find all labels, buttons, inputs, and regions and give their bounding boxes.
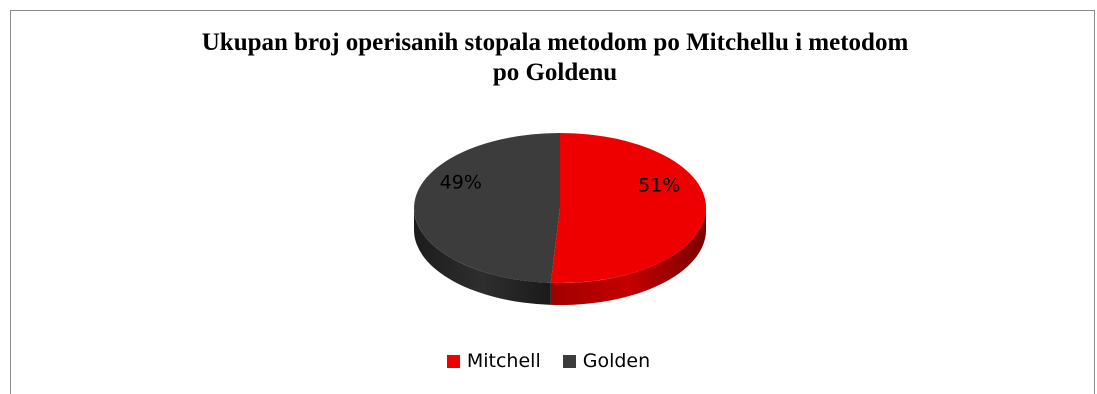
pie-labels: 51% 49% [440, 171, 681, 196]
legend-swatch-mitchell [446, 354, 460, 368]
pie-slice-golden [414, 133, 560, 283]
data-label-golden: 49% [440, 171, 482, 193]
legend: Mitchell Golden [0, 350, 1097, 372]
legend-swatch-golden [562, 354, 576, 368]
chart-title: Ukupan broj operisanih stopala metodom p… [60, 28, 1050, 88]
pie-sides [414, 208, 706, 305]
pie-side-mitchell [550, 208, 706, 305]
chart-title-line-1: Ukupan broj operisanih stopala metodom p… [201, 29, 909, 56]
legend-item-golden: Golden [562, 350, 651, 372]
pie-side-golden [414, 208, 551, 305]
chart-title-line-2: po Goldenu [492, 59, 618, 86]
pie-tops [414, 133, 707, 283]
legend-label-mitchell: Mitchell [466, 350, 541, 372]
legend-item-mitchell: Mitchell [446, 350, 541, 372]
pie-slice-mitchell [550, 133, 707, 283]
legend-label-golden: Golden [582, 350, 651, 372]
data-label-mitchell: 51% [638, 175, 680, 197]
